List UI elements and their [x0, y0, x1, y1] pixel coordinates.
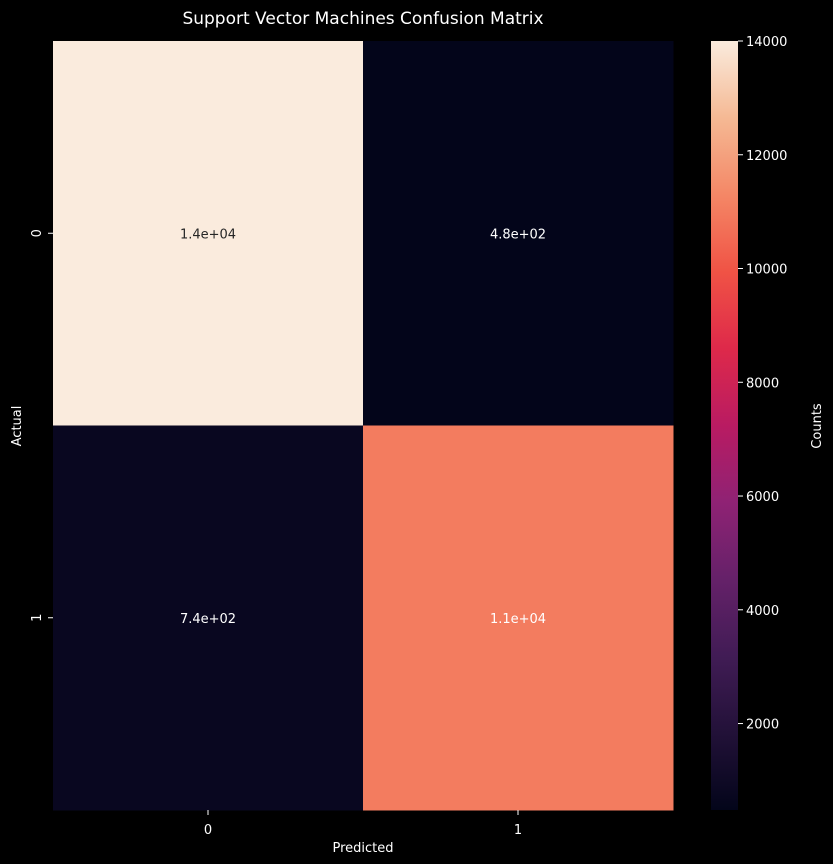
- cell-label-0-1: 4.8e+02: [490, 227, 546, 242]
- colorbar-label: Counts: [810, 403, 825, 449]
- cell-label-1-1: 1.1e+04: [490, 612, 546, 627]
- heatmap-cell-labels: 1.4e+04 4.8e+02 7.4e+02 1.1e+04: [180, 227, 546, 627]
- cell-label-0-0: 1.4e+04: [180, 227, 236, 242]
- heatmap-cell-0-0: [53, 41, 364, 426]
- colorbar-tick-label: 14000: [746, 35, 787, 50]
- colorbar-tick-label: 2000: [746, 718, 779, 733]
- y-axis-ticks: 01: [30, 229, 53, 622]
- x-tick-label: 1: [514, 823, 522, 838]
- colorbar-tick-label: 12000: [746, 149, 787, 164]
- x-tick-label: 0: [204, 823, 212, 838]
- colorbar-tick-label: 4000: [746, 604, 779, 619]
- x-axis-label: Predicted: [332, 841, 393, 856]
- colorbar-tick-label: 8000: [746, 376, 779, 391]
- colorbar-tick-label: 10000: [746, 263, 787, 278]
- y-axis-label: Actual: [10, 406, 25, 447]
- heatmap-cell-1-0: [53, 425, 364, 811]
- y-tick-label: 1: [30, 614, 45, 622]
- heatmap-cells: [53, 41, 674, 811]
- chart-title: Support Vector Machines Confusion Matrix: [182, 9, 543, 29]
- colorbar-ticks: 2000 4000 6000 8000 10000 12000 14000: [738, 35, 787, 733]
- cell-label-1-0: 7.4e+02: [180, 612, 236, 627]
- colorbar-tick-label: 6000: [746, 490, 779, 505]
- heatmap-cell-1-1: [363, 425, 674, 811]
- colorbar: [711, 41, 738, 810]
- heatmap-cell-0-1: [363, 41, 674, 426]
- y-tick-label: 0: [30, 229, 45, 237]
